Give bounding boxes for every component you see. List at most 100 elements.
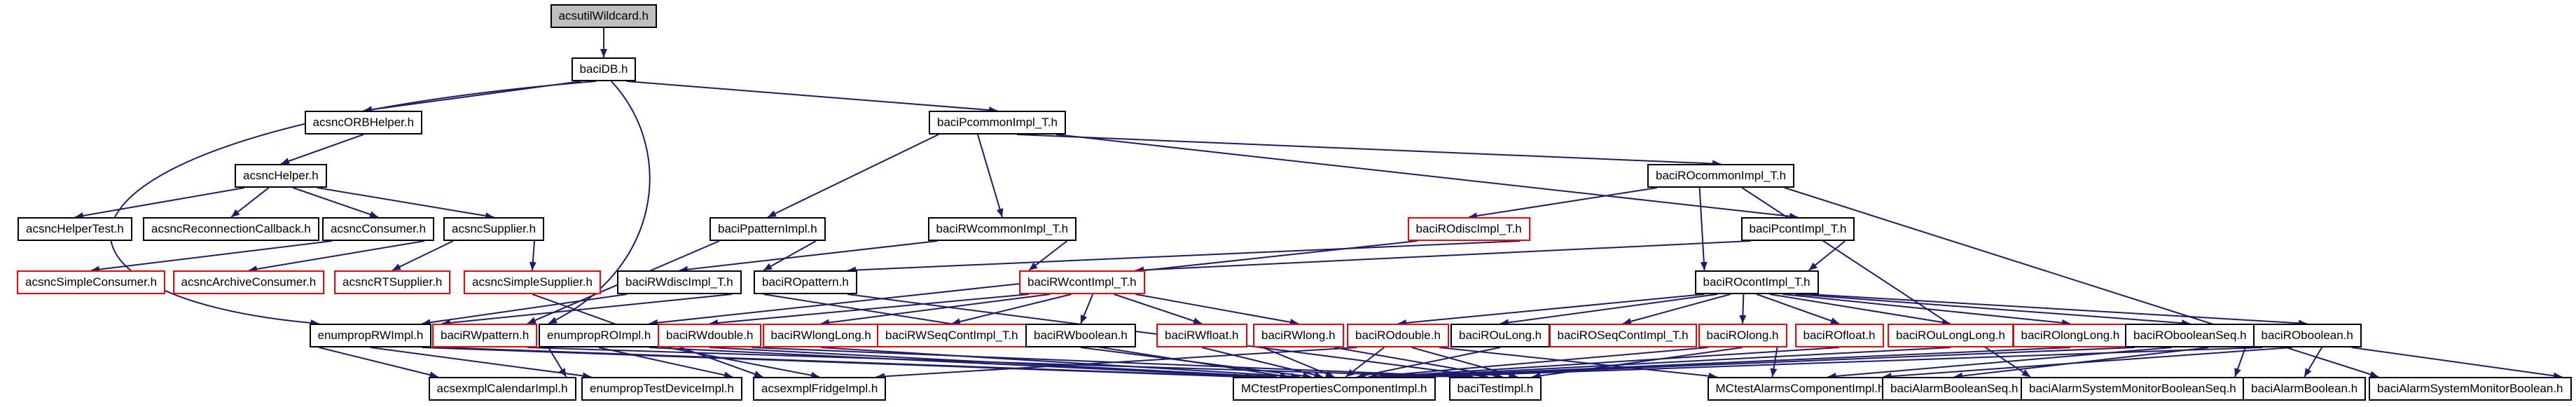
node-enumpropTestDeviceImpl.h[interactable]: enumpropTestDeviceImpl.h [581,377,742,401]
node-baciTestImpl.h[interactable]: baciTestImpl.h [1448,377,1542,401]
node-baciAlarmSystemMonitorBooleanSeq.h[interactable]: baciAlarmSystemMonitorBooleanSeq.h [2021,377,2245,401]
node-acsncHelperTest.h[interactable]: acsncHelperTest.h [18,217,132,241]
graph-edge [1345,347,1385,378]
graph-edge [820,347,1300,380]
graph-edge [363,81,581,113]
node-enumpropROImpl.h[interactable]: enumpropROImpl.h [539,324,660,347]
graph-edge [1135,240,1751,274]
graph-edge [1770,347,1778,378]
node-acsutilWildcard.h: acsutilWildcard.h [550,4,657,28]
node-baciROfloat.h[interactable]: baciROfloat.h [1794,324,1884,347]
node-baciROSeqContImpl_T.h[interactable]: baciROSeqContImpl_T.h [1549,324,1697,347]
graph-edge [248,240,425,273]
graph-edge [667,347,820,379]
node-baciROlong.h[interactable]: baciROlong.h [1698,324,1787,347]
node-baciRWlong.h[interactable]: baciRWlong.h [1253,324,1344,347]
node-baciPcontImpl_T.h[interactable]: baciPcontImpl_T.h [1740,217,1855,241]
node-acsncHelper.h[interactable]: acsncHelper.h [235,164,327,188]
graph-edge [529,240,536,271]
graph-edge [1080,294,1094,324]
node-baciAlarmBooleanSeq.h[interactable]: baciAlarmBooleanSeq.h [1882,377,2027,401]
graph-edge [977,134,1004,218]
graph-edge [2351,347,2563,380]
graph-edge [751,347,1474,380]
graph-edge [820,294,1051,326]
node-baciRObooleanSeq.h[interactable]: baciRObooleanSeq.h [2125,324,2255,347]
node-acsncArchiveConsumer.h[interactable]: acsncArchiveConsumer.h [172,270,325,294]
node-baciPcommonImpl_T.h[interactable]: baciPcommonImpl_T.h [929,111,1066,134]
graph-edge [1827,347,2172,380]
node-MCtestPropertiesComponentImpl.h[interactable]: MCtestPropertiesComponentImpl.h [1233,377,1436,401]
graph-edge [1114,294,1203,324]
graph-edge [763,240,817,271]
graph-edge [293,187,379,218]
node-acsncConsumer.h[interactable]: acsncConsumer.h [322,217,435,241]
graph-edge [1334,347,1503,379]
graph-edge [1397,294,1705,326]
graph-edge [317,187,494,219]
graph-edge [280,134,364,165]
node-acsncReconnectionCallback.h[interactable]: acsncReconnectionCallback.h [143,217,319,241]
graph-edge [951,294,1072,325]
node-baciROdouble.h[interactable]: baciROdouble.h [1347,324,1449,347]
graph-edge [1468,187,1658,220]
node-baciROlongLong.h[interactable]: baciROlongLong.h [2012,324,2128,347]
node-baciAlarmSystemMonitorBoolean.h[interactable]: baciAlarmSystemMonitorBoolean.h [2369,377,2572,401]
graph-edge [1135,294,1299,326]
node-baciRWdouble.h[interactable]: baciRWdouble.h [658,324,762,347]
node-baciROdiscImpl_T.h[interactable]: baciROdiscImpl_T.h [1407,217,1530,241]
node-baciROpattern.h[interactable]: baciROpattern.h [754,270,857,294]
graph-edge [1795,294,2191,327]
node-baciDB.h[interactable]: baciDB.h [571,57,637,81]
node-baciPpatternImpl.h[interactable]: baciPpatternImpl.h [709,217,826,241]
node-baciROcommonImpl_T.h[interactable]: baciROcommonImpl_T.h [1647,164,1795,188]
graph-edge [1201,347,1323,379]
graph-edge [1357,347,1501,379]
node-baciRWdiscImpl_T.h[interactable]: baciRWdiscImpl_T.h [617,270,742,294]
graph-edge [1698,187,1708,271]
graph-edge [90,240,333,273]
node-enumpropRWImpl.h[interactable]: enumpropRWImpl.h [309,324,432,347]
graph-edge [1500,294,1718,326]
graph-edge [1016,134,1722,167]
graph-edge [1380,347,1840,380]
node-baciRWcommonImpl_T.h[interactable]: baciRWcommonImpl_T.h [927,217,1077,241]
node-baciRWfloat.h[interactable]: baciRWfloat.h [1156,324,1247,347]
node-baciROuLongLong.h[interactable]: baciROuLongLong.h [1888,324,2014,347]
node-baciROuLong.h[interactable]: baciROuLong.h [1450,324,1551,347]
node-acsncORBHelper.h[interactable]: acsncORBHelper.h [304,111,423,134]
node-baciRWboolean.h[interactable]: baciRWboolean.h [1025,324,1136,347]
graph-edge [626,81,998,114]
node-baciAlarmBoolean.h[interactable]: baciAlarmBoolean.h [2243,377,2367,401]
node-acsncRTSupplier.h[interactable]: acsncRTSupplier.h [334,270,451,294]
graph-edge [1262,347,1335,378]
node-MCtestAlarmsComponentImpl.h[interactable]: MCtestAlarmsComponentImpl.h [1707,377,1893,401]
node-baciRWpattern.h[interactable]: baciRWpattern.h [432,324,538,347]
graph-edge [847,240,1521,274]
graph-edge [1411,347,1518,378]
graph-edge [1953,347,2209,380]
graph-edge [1532,347,1743,380]
node-baciRWcontImpl_T.h[interactable]: baciRWcontImpl_T.h [1019,270,1145,294]
node-baciROcontImpl_T.h[interactable]: baciROcontImpl_T.h [1694,270,1819,294]
node-acsncSimpleSupplier.h[interactable]: acsncSimpleSupplier.h [464,270,601,294]
graph-edge [1808,294,2308,327]
graph-edge [1808,240,1846,271]
node-acsncSimpleConsumer.h[interactable]: acsncSimpleConsumer.h [17,270,166,294]
node-acsexmplCalendarImpl.h[interactable]: acsexmplCalendarImpl.h [428,377,576,401]
graph-edge [1080,347,1312,380]
graph-edge [709,347,1277,380]
graph-edge [767,134,939,218]
graph-edge [319,347,438,378]
graph-edge [1769,294,1951,326]
graph-edge [1425,347,2263,380]
graph-edge [679,240,938,273]
node-baciROboolean.h[interactable]: baciROboolean.h [2252,324,2362,347]
node-baciRWSeqContImpl_T.h[interactable]: baciRWSeqContImpl_T.h [877,324,1027,347]
graph-edge [1369,347,1708,380]
graph-edge [230,187,270,218]
node-baciRWlongLong.h[interactable]: baciRWlongLong.h [762,324,880,347]
node-acsexmplFridgeImpl.h[interactable]: acsexmplFridgeImpl.h [753,377,887,401]
node-acsncSupplier.h[interactable]: acsncSupplier.h [443,217,545,241]
graph-edge [441,347,1254,380]
